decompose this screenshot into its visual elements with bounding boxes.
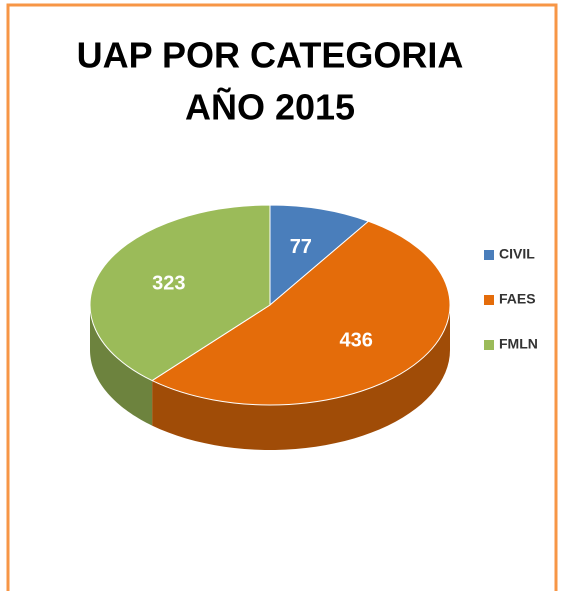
slice-top [89, 204, 271, 382]
slice-side [152, 305, 450, 450]
pie-slice [269, 204, 370, 307]
slice-top [151, 220, 451, 406]
slice-top [269, 204, 370, 307]
chart-title: UAP POR CATEGORIA [77, 35, 464, 76]
pie-slice [151, 220, 451, 450]
legend-swatch [484, 250, 494, 260]
data-label: 323 [152, 272, 185, 294]
legend-label: FMLN [499, 336, 538, 352]
legend-swatch [484, 295, 494, 305]
legend-label: CIVIL [499, 246, 535, 262]
pie-slice [89, 204, 271, 426]
legend-swatch [484, 340, 494, 350]
slice-side [90, 305, 153, 426]
data-label: 436 [340, 329, 373, 351]
legend-label: FAES [499, 291, 536, 307]
data-label: 77 [290, 236, 312, 258]
chart-subtitle: AÑO 2015 [185, 86, 355, 128]
